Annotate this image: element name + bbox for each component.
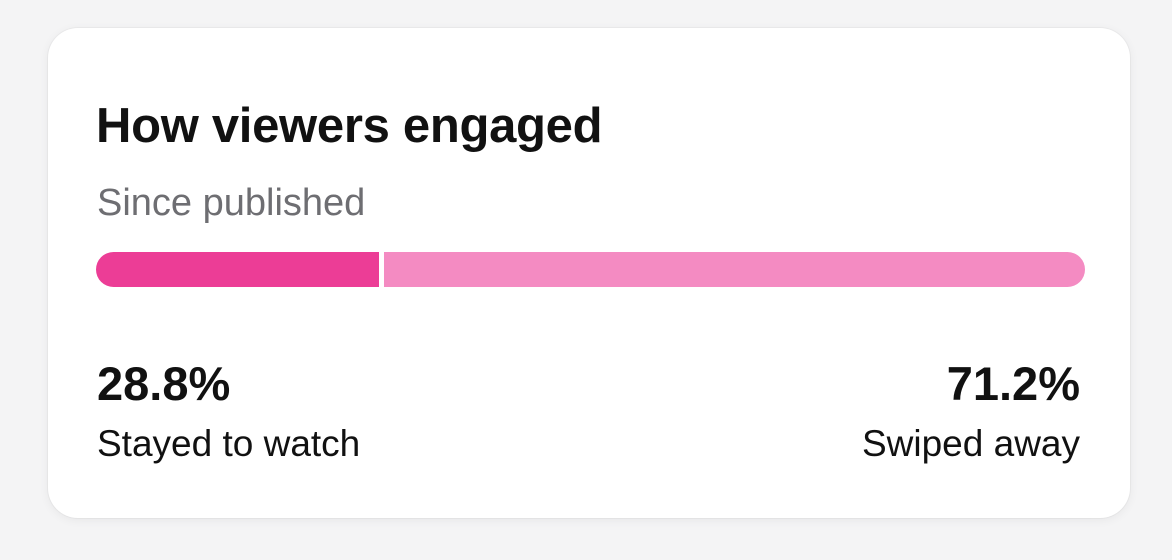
stayed-label: Stayed to watch	[97, 423, 361, 464]
bar-divider	[379, 252, 385, 287]
stayed-segment	[96, 252, 380, 287]
card-subtitle: Since published	[97, 182, 366, 224]
swiped-segment	[384, 252, 1085, 287]
swiped-stat: 71.2% Swiped away	[862, 360, 1080, 462]
stayed-stat: 28.8% Stayed to watch	[97, 360, 360, 462]
engagement-bar	[96, 252, 1085, 287]
swiped-percent: 71.2%	[946, 357, 1080, 410]
engagement-card: How viewers engaged Since published 28.8…	[48, 28, 1130, 518]
stayed-percent: 28.8%	[97, 357, 231, 410]
card-title: How viewers engaged	[96, 99, 603, 153]
swiped-label: Swiped away	[861, 423, 1080, 464]
